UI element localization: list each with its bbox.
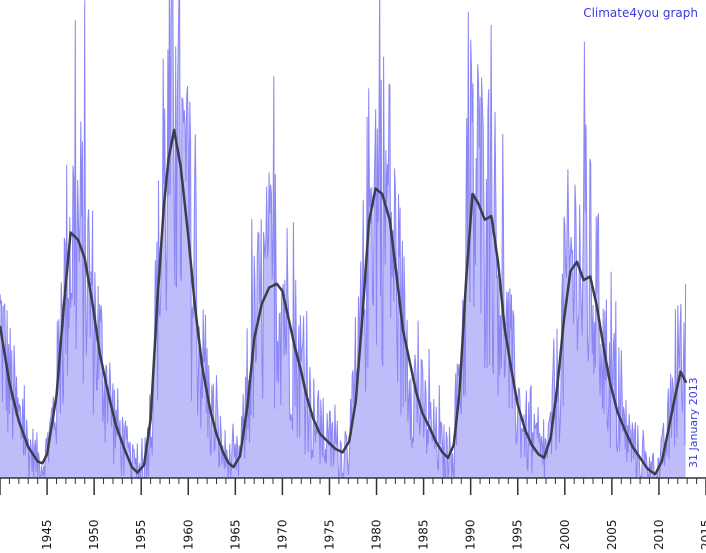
tick-label-1970: 1970 — [275, 519, 289, 550]
tick-label-1950: 1950 — [87, 519, 101, 550]
smoothed-line — [0, 128, 688, 476]
tick-label-2010: 2010 — [652, 519, 666, 550]
tick-label-1945: 1945 — [40, 519, 54, 550]
x-axis: 1945 1950 1955 1960 1965 1970 1975 1980 1985 1990… — [0, 477, 706, 550]
tick-label-1995: 1995 — [511, 519, 525, 550]
tick-label-2000: 2000 — [558, 519, 572, 550]
date-stamp: 31 January 2013 — [687, 377, 700, 468]
credit-label: Climate4you graph — [583, 6, 698, 20]
tick-label-1980: 1980 — [370, 519, 384, 550]
tick-label-1960: 1960 — [181, 519, 195, 550]
tick-label-1975: 1975 — [323, 519, 337, 550]
smoothed-series — [0, 128, 688, 476]
tick-label-2005: 2005 — [605, 519, 619, 550]
tick-label-1985: 1985 — [417, 519, 431, 550]
tick-label-1965: 1965 — [228, 519, 242, 550]
tick-label-1990: 1990 — [464, 519, 478, 550]
tick-label-2015: 2015 — [699, 519, 706, 550]
tick-label-1955: 1955 — [134, 519, 148, 550]
monthly-series — [0, 0, 687, 480]
